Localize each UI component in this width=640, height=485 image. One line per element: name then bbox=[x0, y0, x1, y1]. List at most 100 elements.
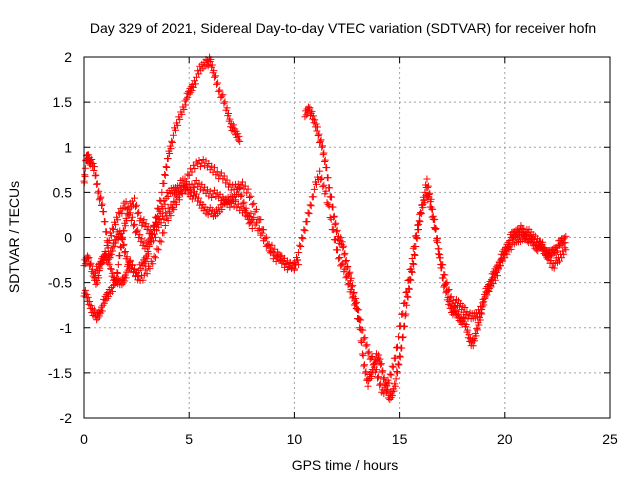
data-point bbox=[326, 214, 334, 222]
data-point bbox=[331, 236, 339, 244]
data-point bbox=[121, 222, 129, 230]
data-point bbox=[134, 210, 142, 218]
data-point bbox=[295, 249, 303, 257]
data-point bbox=[153, 221, 161, 229]
data-point bbox=[101, 218, 109, 226]
data-point bbox=[395, 333, 403, 341]
data-point bbox=[169, 131, 177, 139]
data-point bbox=[208, 61, 216, 69]
data-point bbox=[96, 194, 104, 202]
data-point bbox=[210, 73, 218, 81]
data-point bbox=[493, 272, 501, 280]
data-point bbox=[368, 373, 376, 381]
data-point bbox=[322, 187, 330, 195]
y-tick-label: 0.5 bbox=[53, 184, 73, 200]
data-point bbox=[161, 171, 169, 179]
data-point bbox=[215, 87, 223, 95]
data-point bbox=[315, 130, 323, 138]
data-point bbox=[447, 293, 455, 301]
data-point bbox=[385, 379, 393, 387]
data-point bbox=[367, 354, 375, 362]
data-point bbox=[312, 120, 320, 128]
data-point bbox=[161, 171, 169, 179]
data-point bbox=[507, 245, 515, 253]
x-axis-label: GPS time / hours bbox=[292, 457, 399, 473]
data-point bbox=[432, 237, 440, 245]
data-point bbox=[416, 218, 424, 226]
data-point bbox=[291, 261, 299, 269]
data-point bbox=[112, 221, 120, 229]
data-point bbox=[248, 224, 256, 232]
data-point bbox=[194, 67, 202, 75]
data-point bbox=[134, 226, 142, 234]
data-point bbox=[162, 163, 170, 171]
data-point bbox=[226, 115, 234, 123]
y-tick-label: 1.5 bbox=[53, 94, 73, 110]
data-point bbox=[97, 193, 105, 201]
data-point bbox=[541, 244, 549, 252]
data-point bbox=[146, 265, 154, 273]
data-point bbox=[84, 255, 92, 263]
data-point bbox=[345, 279, 353, 287]
data-point bbox=[319, 150, 327, 158]
data-point bbox=[221, 98, 229, 106]
data-point bbox=[140, 216, 148, 224]
data-point bbox=[317, 175, 325, 183]
data-point bbox=[235, 132, 243, 140]
data-point bbox=[421, 188, 429, 196]
data-point bbox=[250, 199, 258, 207]
data-point bbox=[161, 221, 169, 229]
data-point bbox=[308, 107, 316, 115]
data-point bbox=[417, 210, 425, 218]
data-point bbox=[104, 244, 112, 252]
data-point bbox=[98, 260, 106, 268]
data-point bbox=[318, 143, 326, 151]
data-point bbox=[164, 154, 172, 162]
data-point bbox=[166, 150, 174, 158]
data-point bbox=[130, 220, 138, 228]
data-point bbox=[95, 187, 103, 195]
data-point bbox=[296, 241, 304, 249]
data-point bbox=[391, 382, 399, 390]
data-point bbox=[118, 209, 126, 217]
data-point bbox=[86, 261, 94, 269]
data-point bbox=[374, 374, 382, 382]
data-point bbox=[137, 214, 145, 222]
data-point bbox=[102, 228, 110, 236]
data-point bbox=[408, 255, 416, 263]
data-point bbox=[347, 285, 355, 293]
data-point bbox=[406, 266, 414, 274]
data-point bbox=[325, 184, 333, 192]
data-point bbox=[432, 225, 440, 233]
data-point bbox=[375, 373, 383, 381]
x-tick-label: 5 bbox=[185, 431, 193, 447]
data-point bbox=[427, 203, 435, 211]
data-point bbox=[111, 280, 119, 288]
data-point bbox=[107, 265, 115, 273]
data-point bbox=[321, 156, 329, 164]
data-point bbox=[380, 374, 388, 382]
data-point bbox=[393, 368, 401, 376]
data-point bbox=[178, 110, 186, 118]
data-point bbox=[560, 234, 568, 242]
data-point bbox=[310, 185, 318, 193]
x-tick-label: 20 bbox=[497, 431, 513, 447]
data-point bbox=[403, 288, 411, 296]
data-point bbox=[253, 219, 261, 227]
data-point bbox=[168, 204, 176, 212]
data-point bbox=[358, 350, 366, 358]
data-point bbox=[330, 212, 338, 220]
data-point bbox=[168, 137, 176, 145]
data-point bbox=[218, 205, 226, 213]
data-point bbox=[363, 341, 371, 349]
data-point bbox=[255, 225, 263, 233]
data-point bbox=[349, 281, 357, 289]
data-point bbox=[105, 252, 113, 260]
data-point bbox=[106, 253, 114, 261]
data-point bbox=[456, 313, 464, 321]
x-tick-label: 10 bbox=[287, 431, 303, 447]
data-point bbox=[108, 287, 116, 295]
data-point bbox=[497, 262, 505, 270]
x-tick-label: 25 bbox=[602, 431, 618, 447]
data-point bbox=[370, 360, 378, 368]
